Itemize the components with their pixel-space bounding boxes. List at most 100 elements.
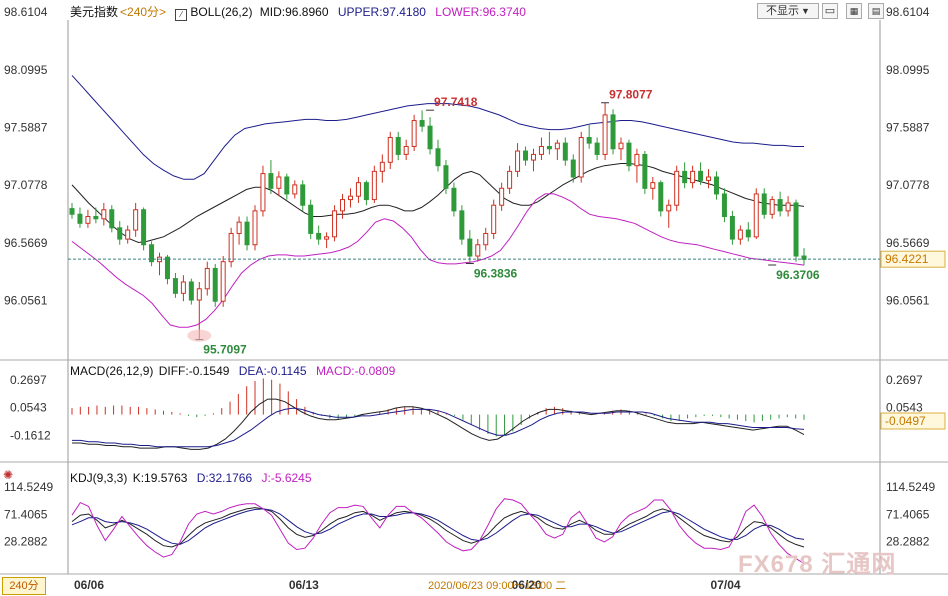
candle-down [308,204,314,234]
candle-up [403,146,409,155]
candle-down [467,238,473,257]
timeframe-badge[interactable]: 240分 [2,577,46,595]
candle-down [316,232,322,240]
candle-down [284,176,290,195]
sun-icon[interactable]: ✺ [3,468,14,482]
x-tick-label: 06/20 [512,578,542,592]
price-tick-label-left: 97.5887 [4,120,48,134]
candle-up [324,236,330,240]
kdj-tick-label-right: 71.4065 [886,507,930,521]
candle-down [300,184,306,206]
candle-down [777,199,783,212]
macd-diff: DIFF:-0.1549 [158,364,230,378]
price-tick-label-right: 96.0561 [886,294,930,308]
table-icon: ▤ [871,6,881,16]
candle-up [618,142,624,150]
candle-down [435,148,441,167]
candle-up [236,221,242,234]
candle-up [737,229,743,240]
candle-up [499,187,505,206]
candle-down [658,182,664,212]
candle-up [769,199,775,215]
candle-down [523,150,529,161]
candle-up [491,204,497,234]
candle-up [332,210,338,238]
maximize-button[interactable]: ▦ [846,3,862,19]
candle-up [666,204,672,212]
current-price-tag-box [880,250,946,268]
price-tick-label-right: 97.0778 [886,178,930,192]
macd-current-tag-box [880,412,946,430]
chevron-down-icon: ▼ [801,6,810,16]
candle-down [729,216,735,240]
candle-down [642,153,648,189]
candle-down [713,176,719,195]
candle-up [340,199,346,212]
candle-down [141,209,147,246]
candle-up [125,229,131,240]
macd-diff-line [72,398,805,450]
candle-down [268,173,274,189]
low-annotation: 96.3706 [776,268,820,282]
candle-down [451,187,457,212]
macd-header: MACD(26,12,9) DIFF:-0.1549 DEA:-0.1145 M… [70,364,401,378]
candle-down [69,208,75,215]
candle-up [379,161,385,172]
boll-lower: LOWER:96.3740 [435,5,526,19]
high-annotation: 97.7418 [434,95,478,109]
candle-up [260,173,266,212]
candle-down [610,114,616,150]
candle-up [530,153,536,161]
macd-tick-label-right: 0.2697 [886,373,923,387]
candle-down [419,120,425,127]
candle-down [427,125,433,150]
candle-up [785,202,791,212]
candle-up [690,170,696,184]
minimize-icon: ▭ [824,5,836,17]
low-highlight [187,329,212,342]
candle-down [586,136,592,144]
minimize-button[interactable]: ▭ [822,3,838,19]
kdj-d-line [71,508,805,545]
candle-down [212,267,218,302]
x-tick-label: 06/06 [74,578,104,592]
macd-tick-label-right: 0.0543 [886,401,923,415]
price-tick-label-right: 98.6104 [886,5,930,19]
candle-down [443,165,449,189]
kdj-tick-label-left: 28.2882 [4,535,48,549]
candle-down [546,146,552,150]
price-tick-label-right: 97.5887 [886,120,930,134]
boll-indicator-icon[interactable]: ⁄ [175,9,188,21]
kdj-j-line [71,498,805,564]
timeframe-label[interactable]: <240分> [120,5,167,19]
kdj-k-line [71,507,805,548]
kdj-tick-label-right: 28.2882 [886,535,930,549]
kdj-label: KDJ(9,3,3) [70,471,128,485]
candle-down [117,227,123,240]
candle-down [77,213,83,224]
candle-down [682,170,688,184]
candle-down [721,193,727,218]
low-annotation: 95.7097 [203,343,247,357]
low-annotation: 96.3836 [474,267,518,281]
candle-up [507,170,513,189]
kdj-header: KDJ(9,3,3) K:19.5763 D:32.1766 J:-5.6245 [70,471,318,485]
macd-tick-label-left: 0.0543 [10,401,47,415]
close-panel-button[interactable]: ▤ [868,3,884,19]
candle-up [133,209,139,231]
boll-mid-line [71,163,805,244]
boll-upper-line [71,75,804,180]
macd-dea-line [72,407,805,448]
candle-up [101,209,107,220]
candle-up [753,193,759,238]
candle-up [204,267,210,290]
display-toggle-dropdown[interactable]: 不显示 ▼ [757,3,819,19]
candle-up [252,210,258,246]
candle-down [570,159,576,178]
candle-up [228,232,234,263]
price-tick-label-left: 98.6104 [4,5,48,19]
candle-up [355,182,361,197]
candle-up [483,232,489,246]
display-toggle-label: 不显示 [766,5,800,17]
